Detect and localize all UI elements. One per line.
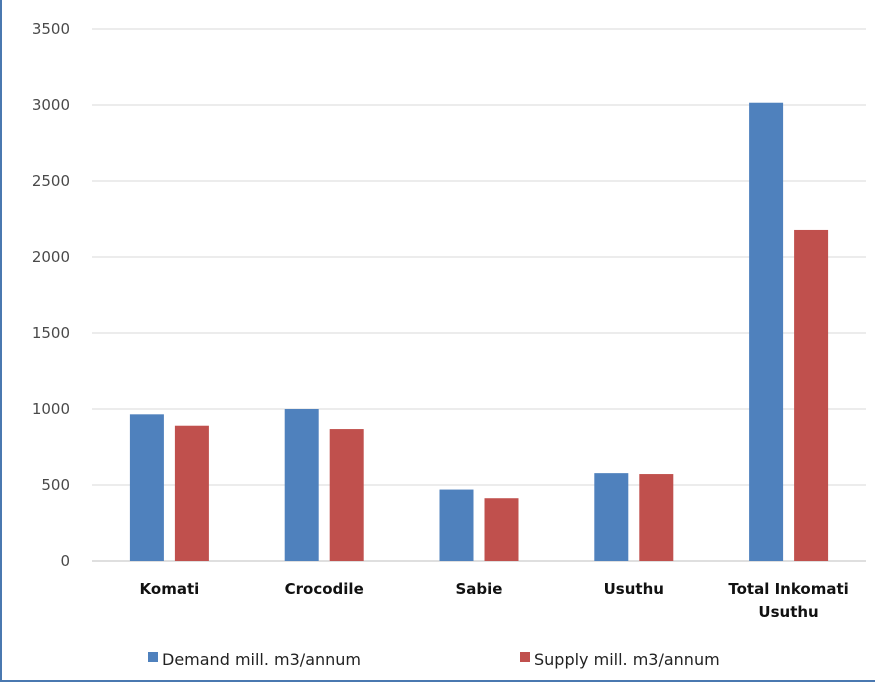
bar-demand-2 [439, 489, 474, 561]
legend-label: Supply mill. m3/annum [534, 650, 720, 669]
x-category-label: Usuthu [604, 580, 664, 598]
x-category-label: Usuthu [758, 603, 818, 621]
y-tick-label: 0 [60, 552, 70, 570]
y-tick-label: 3500 [32, 20, 70, 38]
y-tick-label: 1500 [32, 324, 70, 342]
y-tick-label: 1000 [32, 400, 70, 418]
bar-supply-0 [174, 425, 209, 561]
bar-demand-4 [749, 102, 784, 561]
legend-swatch [148, 652, 158, 662]
y-axis-tick-labels: 0 500 1000 1500 2000 2500 3000 3500 [32, 20, 70, 570]
x-category-label: Total Inkomati [728, 580, 848, 598]
legend: Demand mill. m3/annum Supply mill. m3/ann… [148, 650, 720, 669]
x-category-label: Sabie [456, 580, 503, 598]
bar-supply-3 [639, 474, 674, 561]
bar-demand-3 [594, 473, 629, 561]
bars [129, 102, 829, 561]
x-axis-category-labels: Komati Crocodile Sabie Usuthu Total Inkomati… [140, 580, 849, 621]
legend-label: Demand mill. m3/annum [162, 650, 361, 669]
bar-demand-1 [284, 409, 319, 561]
x-category-label: Komati [140, 580, 200, 598]
y-tick-label: 500 [41, 476, 70, 494]
bar-supply-1 [329, 429, 364, 561]
y-tick-label: 2000 [32, 248, 70, 266]
x-category-label: Crocodile [285, 580, 364, 598]
bar-supply-4 [794, 229, 829, 561]
legend-swatch [520, 652, 530, 662]
gridlines [92, 28, 866, 562]
bar-supply-2 [484, 498, 519, 561]
y-tick-label: 2500 [32, 172, 70, 190]
bar-demand-0 [129, 414, 164, 561]
y-tick-label: 3000 [32, 96, 70, 114]
